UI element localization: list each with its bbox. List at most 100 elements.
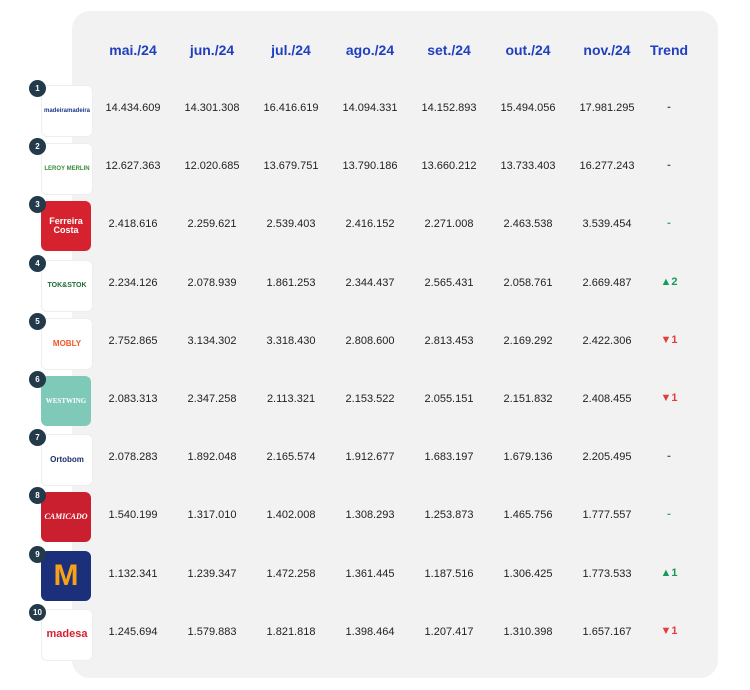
table-row: 5 MOBLY 2.752.865 3.134.302 3.318.430 2.808.6… [0, 312, 750, 371]
rank-badge: 7 [29, 429, 46, 447]
column-header-trend: Trend [649, 42, 689, 58]
column-header-may: mai./24 [109, 42, 157, 58]
value-cell: 2.808.600 [345, 334, 395, 347]
value-cell: 2.463.538 [503, 218, 553, 231]
ranking-table-panel [72, 11, 718, 678]
value-cell: 1.253.873 [424, 509, 474, 522]
tok-stok-logo: TOK&STOK [41, 259, 93, 312]
rank-badge: 4 [29, 254, 46, 272]
rank-badge: 6 [29, 371, 46, 388]
trend-indicator: - [667, 508, 671, 521]
value-cell: 2.813.453 [424, 334, 474, 347]
value-cell: 1.912.677 [345, 451, 395, 464]
value-cell: 1.245.694 [108, 625, 158, 638]
value-cell: 1.773.533 [582, 567, 632, 580]
value-cell: 1.465.756 [503, 509, 553, 522]
camicado-logo: CAMICADO [41, 492, 91, 543]
rank-badge: 2 [29, 138, 46, 156]
value-cell: 1.361.445 [345, 567, 395, 580]
value-cell: 1.821.818 [266, 625, 316, 638]
value-cell: 2.418.616 [108, 218, 158, 231]
value-cell: 1.398.464 [345, 625, 395, 638]
value-cell: 2.408.455 [582, 393, 632, 405]
value-cell: 2.259.621 [187, 218, 237, 231]
value-cell: 14.094.331 [342, 102, 398, 114]
trend-indicator: - [667, 159, 671, 172]
logo-text: Ortobom [50, 455, 84, 465]
table-row: 9 M 1.132.341 1.239.347 1.472.258 1.361.445 1.… [0, 545, 750, 604]
value-cell: 2.165.574 [266, 451, 316, 464]
logo-text: M [53, 558, 79, 592]
value-cell: 2.422.306 [582, 334, 632, 347]
value-cell: 2.565.431 [424, 276, 474, 289]
value-cell: 16.416.619 [263, 102, 319, 114]
logo-text: CAMICADO [44, 512, 88, 522]
table-row: 2 LEROY MERLIN 12.627.363 12.020.685 13.679.… [0, 138, 750, 196]
martins-logo: M [41, 550, 91, 601]
value-cell: 1.310.398 [503, 625, 553, 638]
value-cell: 2.113.321 [266, 393, 316, 405]
value-cell: 2.205.495 [582, 451, 632, 464]
value-cell: 16.277.243 [579, 160, 635, 173]
value-cell: 1.207.417 [424, 625, 474, 638]
ferreira-costa-logo: Ferreira Costa [41, 201, 91, 252]
value-cell: 17.981.295 [579, 102, 635, 114]
value-cell: 2.151.832 [503, 393, 553, 405]
table-row: 7 Ortobom 2.078.283 1.892.048 2.165.574 1.912… [0, 429, 750, 487]
table-row: 8 CAMICADO 1.540.199 1.317.010 1.402.008 1.30… [0, 487, 750, 545]
value-cell: 2.752.865 [108, 334, 158, 347]
column-header-sep: set./24 [427, 42, 471, 58]
value-cell: 12.627.363 [105, 160, 161, 173]
trend-indicator: ▼1 [660, 624, 678, 637]
madesa-logo: madesa [41, 608, 93, 661]
value-cell: 1.306.425 [503, 567, 553, 580]
rank-badge: 1 [29, 80, 46, 97]
logo-text: MOBLY [52, 338, 82, 348]
value-cell: 2.344.437 [345, 276, 395, 289]
trend-indicator: - [667, 101, 671, 113]
value-cell: 3.539.454 [582, 218, 632, 231]
table-row: 3 Ferreira Costa 2.418.616 2.259.621 2.539.4… [0, 196, 750, 254]
madeiramadeira-logo: madeiramadeira [41, 85, 93, 137]
logo-text: madeiramadeira [43, 108, 91, 114]
value-cell: 2.169.292 [503, 334, 553, 347]
value-cell: 2.058.761 [503, 276, 553, 289]
table-row: 10 madesa 1.245.694 1.579.883 1.821.818 1.398… [0, 603, 750, 662]
value-cell: 1.579.883 [187, 625, 237, 638]
value-cell: 12.020.685 [184, 160, 240, 173]
value-cell: 1.239.347 [187, 567, 237, 580]
rank-badge: 8 [29, 487, 46, 505]
value-cell: 2.055.151 [424, 393, 474, 405]
westwing-logo: WESTWING [41, 376, 91, 426]
value-cell: 1.187.516 [424, 567, 474, 580]
value-cell: 3.134.302 [187, 334, 237, 347]
trend-indicator: ▼1 [660, 333, 678, 346]
value-cell: 1.892.048 [187, 451, 237, 464]
value-cell: 3.318.430 [266, 334, 316, 347]
value-cell: 14.301.308 [184, 102, 240, 114]
value-cell: 1.472.258 [266, 567, 316, 580]
value-cell: 1.777.557 [582, 509, 632, 522]
column-header-nov: nov./24 [583, 42, 631, 58]
ortobom-logo: Ortobom [41, 434, 93, 487]
value-cell: 1.402.008 [266, 509, 316, 522]
logo-text: LEROY MERLIN [44, 166, 90, 173]
value-cell: 2.539.403 [266, 218, 316, 231]
value-cell: 1.317.010 [187, 509, 237, 522]
rank-badge: 9 [29, 545, 46, 563]
table-row: 1 madeiramadeira 14.434.609 14.301.308 16.41… [0, 80, 750, 138]
value-cell: 2.347.258 [187, 393, 237, 405]
rank-badge: 10 [29, 603, 46, 621]
trend-indicator: ▲1 [660, 566, 678, 579]
table-row: 6 WESTWING 2.083.313 2.347.258 2.113.321 2.15… [0, 371, 750, 429]
column-header-jun: jun./24 [189, 42, 235, 58]
value-cell: 2.234.126 [108, 276, 158, 289]
value-cell: 1.861.253 [266, 276, 316, 289]
value-cell: 2.271.008 [424, 218, 474, 231]
value-cell: 1.657.167 [582, 625, 632, 638]
column-header-oct: out./24 [505, 42, 551, 58]
rank-badge: 5 [29, 312, 46, 330]
logo-text: WESTWING [45, 396, 87, 405]
value-cell: 2.416.152 [345, 218, 395, 231]
logo-text: TOK&STOK [47, 282, 87, 290]
